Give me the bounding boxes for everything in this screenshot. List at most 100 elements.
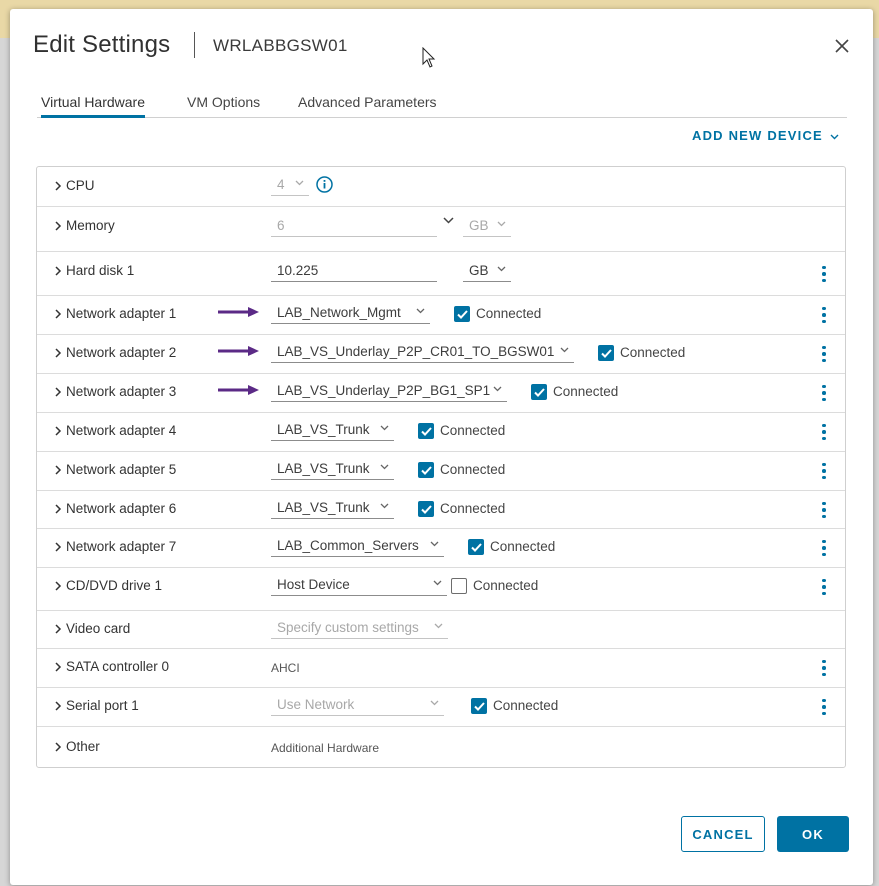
- cd-dvd-drive-more-menu[interactable]: [816, 577, 832, 597]
- network-adapter-6-select[interactable]: LAB_VS_Trunk: [271, 497, 394, 519]
- tab-advanced-parameters[interactable]: Advanced Parameters: [298, 94, 437, 110]
- serial-port-more-menu[interactable]: [816, 697, 832, 717]
- network-adapter-2-connected-label: Connected: [620, 345, 686, 360]
- serial-port-toggle[interactable]: Serial port 1: [52, 698, 139, 713]
- memory-row-toggle[interactable]: Memory: [52, 218, 115, 233]
- network-adapter-4-connected-label: Connected: [440, 423, 506, 438]
- cpu-row-toggle[interactable]: CPU: [52, 178, 95, 193]
- network-adapter-6-connected-checkbox[interactable]: [418, 501, 434, 517]
- serial-port-value: Use Network: [277, 697, 355, 712]
- chevron-down-icon: [830, 134, 839, 140]
- network-adapter-2-label: Network adapter 2: [66, 345, 177, 360]
- info-icon[interactable]: [316, 176, 333, 193]
- close-button[interactable]: [831, 35, 853, 57]
- cpu-label: CPU: [66, 178, 95, 193]
- chevron-down-icon[interactable]: [443, 217, 454, 224]
- cd-dvd-drive-toggle[interactable]: CD/DVD drive 1: [52, 578, 162, 593]
- network-adapter-6-connected-label: Connected: [440, 501, 506, 516]
- cancel-button[interactable]: CANCEL: [681, 816, 765, 852]
- network-adapter-3-connected-checkbox[interactable]: [531, 384, 547, 400]
- network-adapter-1-select[interactable]: LAB_Network_Mgmt: [271, 302, 430, 324]
- checkmark-icon: [470, 542, 482, 552]
- chevron-right-icon: [55, 464, 62, 475]
- network-adapter-6-toggle[interactable]: Network adapter 6: [52, 501, 176, 516]
- hard-disk-unit-select[interactable]: GB: [463, 260, 511, 282]
- network-adapter-3-value: LAB_VS_Underlay_P2P_BG1_SP1: [277, 383, 491, 398]
- network-adapter-2-toggle[interactable]: Network adapter 2: [52, 345, 176, 360]
- network-adapter-2-connected-checkbox[interactable]: [598, 345, 614, 361]
- video-card-select[interactable]: Specify custom settings: [271, 617, 448, 639]
- chevron-right-icon: [55, 700, 62, 711]
- hardware-row-cd-dvd-drive: CD/DVD drive 1 Host Device Connected: [37, 568, 845, 611]
- chevron-down-icon: [416, 308, 425, 314]
- network-adapter-7-more-menu[interactable]: [816, 538, 832, 558]
- cd-dvd-drive-connected-checkbox[interactable]: [451, 578, 467, 594]
- network-adapter-5-select[interactable]: LAB_VS_Trunk: [271, 458, 394, 480]
- chevron-down-icon: [430, 541, 439, 547]
- checkmark-icon: [456, 309, 468, 319]
- network-adapter-4-toggle[interactable]: Network adapter 4: [52, 423, 176, 438]
- memory-unit-select[interactable]: GB: [463, 215, 511, 237]
- network-adapter-5-toggle[interactable]: Network adapter 5: [52, 462, 176, 477]
- chevron-right-icon: [55, 180, 62, 191]
- network-adapter-1-connected-checkbox[interactable]: [454, 306, 470, 322]
- network-adapter-1-toggle[interactable]: Network adapter 1: [52, 306, 176, 321]
- cd-dvd-drive-connected-label: Connected: [473, 578, 539, 593]
- video-card-label: Video card: [66, 621, 131, 636]
- hardware-row-sata-controller: SATA controller 0 AHCI: [37, 649, 845, 688]
- network-adapter-7-value: LAB_Common_Servers: [277, 538, 419, 553]
- hard-disk-size-input[interactable]: 10.225: [271, 260, 437, 282]
- chevron-down-icon: [430, 700, 439, 706]
- checkmark-icon: [420, 504, 432, 514]
- edit-settings-dialog: Edit Settings WRLABBGSW01 Virtual Hardwa…: [10, 9, 873, 885]
- ok-button[interactable]: OK: [777, 816, 849, 852]
- network-adapter-1-connected-label: Connected: [476, 306, 542, 321]
- hard-disk-row-toggle[interactable]: Hard disk 1: [52, 263, 134, 278]
- serial-port-select[interactable]: Use Network: [271, 694, 444, 716]
- cpu-select[interactable]: 4: [271, 174, 309, 196]
- network-adapter-4-connected-checkbox[interactable]: [418, 423, 434, 439]
- tab-bar: Virtual Hardware VM Options Advanced Par…: [37, 89, 847, 118]
- network-adapter-3-toggle[interactable]: Network adapter 3: [52, 384, 176, 399]
- chevron-down-icon: [497, 266, 506, 272]
- hard-disk-more-menu[interactable]: [816, 264, 832, 284]
- hardware-row-network-adapter-1: Network adapter 1 LAB_Network_Mgmt Conne…: [37, 296, 845, 335]
- network-adapter-1-value: LAB_Network_Mgmt: [277, 305, 401, 320]
- network-adapter-3-label: Network adapter 3: [66, 384, 177, 399]
- network-adapter-5-connected-checkbox[interactable]: [418, 462, 434, 478]
- cd-dvd-drive-select[interactable]: Host Device: [271, 574, 447, 596]
- memory-value: 6: [277, 218, 285, 233]
- network-adapter-5-connected-label: Connected: [440, 462, 506, 477]
- network-adapter-5-more-menu[interactable]: [816, 461, 832, 481]
- tab-vm-options[interactable]: VM Options: [187, 94, 261, 110]
- sata-controller-toggle[interactable]: SATA controller 0: [52, 659, 169, 674]
- serial-port-connected-label: Connected: [493, 698, 559, 713]
- cpu-value: 4: [277, 177, 285, 192]
- tab-virtual-hardware[interactable]: Virtual Hardware: [41, 94, 146, 118]
- network-adapter-7-select[interactable]: LAB_Common_Servers: [271, 535, 444, 557]
- sata-controller-more-menu[interactable]: [816, 658, 832, 678]
- network-adapter-4-select[interactable]: LAB_VS_Trunk: [271, 419, 394, 441]
- chevron-down-icon: [434, 623, 443, 629]
- chevron-right-icon: [55, 741, 62, 752]
- network-adapter-3-select[interactable]: LAB_VS_Underlay_P2P_BG1_SP1: [271, 380, 507, 402]
- add-new-device-button[interactable]: ADD NEW DEVICE: [692, 128, 839, 143]
- network-adapter-7-connected-checkbox[interactable]: [468, 539, 484, 555]
- other-toggle[interactable]: Other: [52, 739, 100, 754]
- title-separator: [194, 32, 195, 58]
- memory-input[interactable]: 6: [271, 215, 437, 237]
- network-adapter-1-more-menu[interactable]: [816, 305, 832, 325]
- video-card-value: Specify custom settings: [277, 620, 419, 635]
- hard-disk-label: Hard disk 1: [66, 263, 135, 278]
- network-adapter-7-toggle[interactable]: Network adapter 7: [52, 539, 176, 554]
- serial-port-connected-checkbox[interactable]: [471, 698, 487, 714]
- network-adapter-3-more-menu[interactable]: [816, 383, 832, 403]
- chevron-right-icon: [55, 661, 62, 672]
- network-adapter-4-more-menu[interactable]: [816, 422, 832, 442]
- chevron-down-icon: [493, 386, 502, 392]
- network-adapter-2-more-menu[interactable]: [816, 344, 832, 364]
- video-card-toggle[interactable]: Video card: [52, 621, 130, 636]
- network-adapter-6-more-menu[interactable]: [816, 500, 832, 520]
- network-adapter-2-select[interactable]: LAB_VS_Underlay_P2P_CR01_TO_BGSW01: [271, 341, 574, 363]
- chevron-right-icon: [55, 503, 62, 514]
